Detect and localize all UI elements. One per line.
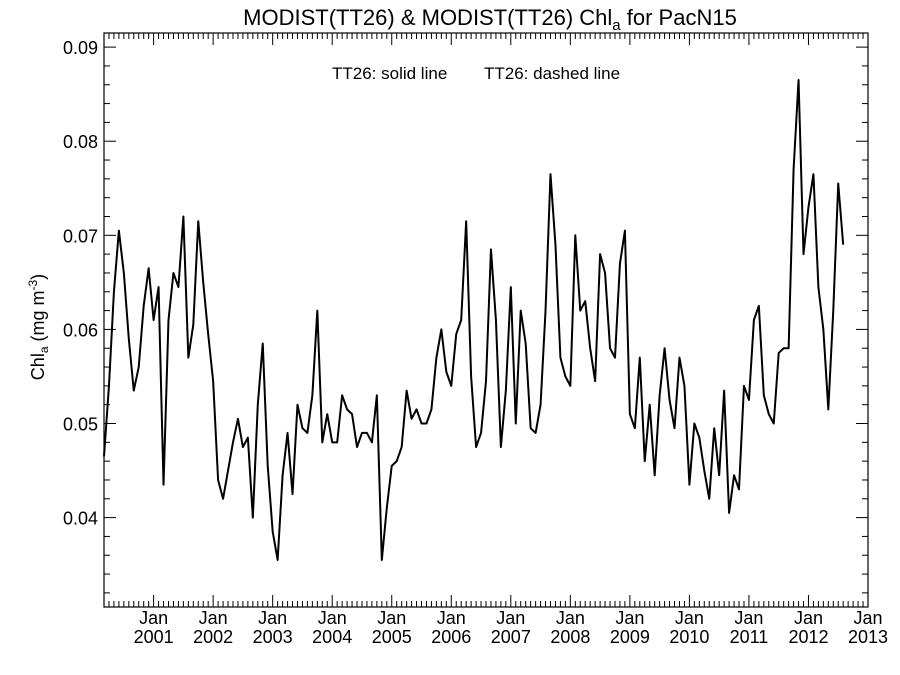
x-tick-label-month: Jan [437, 608, 466, 628]
x-tick-label-month: Jan [258, 608, 287, 628]
y-tick-label: 0.04 [63, 509, 98, 529]
y-tick-label: 0.06 [63, 320, 98, 340]
y-axis-label-main: Chl [28, 353, 48, 380]
chart-title: MODIST(TT26) & MODIST(TT26) Chla for Pac… [243, 5, 737, 34]
y-tick-label: 0.09 [63, 38, 98, 58]
chart-title-tail: for PacN15 [621, 5, 737, 30]
x-tick-label-year: 2005 [372, 627, 412, 647]
x-tick-label-year: 2002 [193, 627, 233, 647]
x-tick-label-year: 2010 [669, 627, 709, 647]
legend-dashed: TT26: dashed line [484, 64, 620, 83]
series-line-solid [103, 79, 845, 561]
x-tick-label-year: 2012 [788, 627, 828, 647]
y-tick-labels: 0.04 0.05 0.06 0.07 0.08 0.09 [63, 38, 98, 528]
chart-title-main: MODIST(TT26) & MODIST(TT26) Chl [243, 5, 612, 30]
x-tick-label-year: 2003 [253, 627, 293, 647]
x-tick-label-year: 2007 [491, 627, 531, 647]
x-tick-label-month: Jan [794, 608, 823, 628]
y-axis-label: Chla (mg m-3) [26, 274, 51, 380]
x-tick-label-month: Jan [853, 608, 882, 628]
x-tick-label-month: Jan [734, 608, 763, 628]
y-axis-label-sup: -3 [26, 279, 40, 290]
x-tick-label-year: 2008 [550, 627, 590, 647]
x-tick-label-month: Jan [139, 608, 168, 628]
x-tick-label-year: 2004 [312, 627, 352, 647]
y-axis-label-sub: a [37, 346, 51, 353]
x-tick-label-month: Jan [556, 608, 585, 628]
x-tick-label-month: Jan [615, 608, 644, 628]
y-axis-label-close: ) [28, 274, 48, 280]
x-tick-label-year: 2001 [134, 627, 174, 647]
x-tick-label-month: Jan [199, 608, 228, 628]
x-tick-label-month: Jan [318, 608, 347, 628]
x-tick-label-month: Jan [675, 608, 704, 628]
x-tick-label-year: 2013 [848, 627, 888, 647]
x-tick-label-year: 2009 [610, 627, 650, 647]
x-tick-label-year: 2011 [730, 627, 769, 647]
y-axis-label-unit: (mg m [28, 290, 48, 346]
x-tick-label-month: Jan [496, 608, 525, 628]
legend-solid: TT26: solid line [332, 64, 447, 83]
y-tick-label: 0.07 [63, 226, 98, 246]
x-tick-labels: Jan2001Jan2002Jan2003Jan2004Jan2005Jan20… [134, 608, 888, 647]
chart-title-sub: a [612, 17, 621, 34]
y-tick-label: 0.05 [63, 415, 98, 435]
axis-ticks [103, 33, 869, 607]
y-tick-label: 0.08 [63, 132, 98, 152]
x-tick-label-month: Jan [377, 608, 406, 628]
x-tick-label-year: 2006 [431, 627, 471, 647]
series-lines [103, 79, 845, 561]
